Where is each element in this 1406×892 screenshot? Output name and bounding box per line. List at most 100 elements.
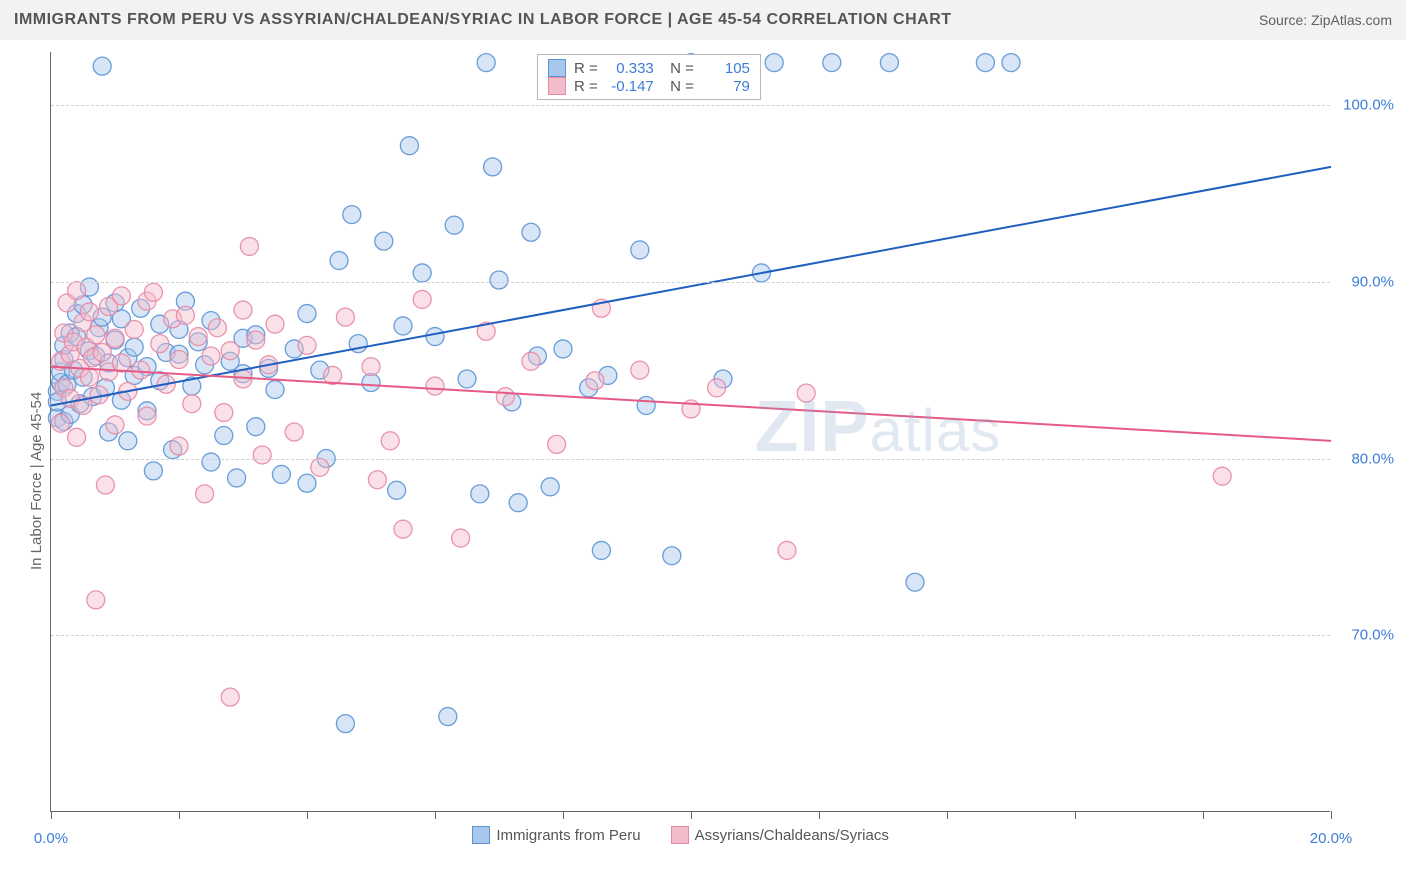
data-point (215, 427, 233, 445)
data-point (266, 315, 284, 333)
data-point (106, 329, 124, 347)
data-point (68, 282, 86, 300)
data-point (823, 54, 841, 72)
legend-item: Immigrants from Peru (472, 826, 640, 844)
data-point (228, 469, 246, 487)
xtick (51, 811, 52, 819)
data-point (298, 305, 316, 323)
data-point (221, 688, 239, 706)
data-point (253, 446, 271, 464)
data-point (375, 232, 393, 250)
legend-bottom: Immigrants from Peru Assyrians/Chaldeans/… (472, 826, 888, 844)
data-point (631, 241, 649, 259)
stats-legend-box: R =0.333 N =105R =-0.147 N =79 (537, 54, 761, 100)
legend-swatch (671, 826, 689, 844)
data-point (80, 368, 98, 386)
data-point (96, 476, 114, 494)
data-point (132, 361, 150, 379)
data-point (362, 358, 380, 376)
data-point (151, 335, 169, 353)
data-point (119, 432, 137, 450)
data-point (765, 54, 783, 72)
data-point (52, 414, 70, 432)
data-point (170, 437, 188, 455)
data-point (125, 320, 143, 338)
data-point (445, 216, 463, 234)
ytick-label: 90.0% (1338, 273, 1394, 290)
legend-swatch (548, 59, 566, 77)
plot-svg (51, 52, 1331, 812)
data-point (631, 361, 649, 379)
data-point (1002, 54, 1020, 72)
legend-swatch (548, 77, 566, 95)
plot-area: ZIPatlas R =0.333 N =105R =-0.147 N =79 … (50, 52, 1330, 812)
data-point (484, 158, 502, 176)
data-point (400, 137, 418, 155)
data-point (272, 465, 290, 483)
data-point (234, 301, 252, 319)
stat-n: 105 (702, 60, 750, 77)
ytick-label: 70.0% (1338, 627, 1394, 644)
data-point (336, 715, 354, 733)
data-point (880, 54, 898, 72)
data-point (592, 541, 610, 559)
data-point (189, 328, 207, 346)
gridline (51, 282, 1330, 283)
data-point (298, 474, 316, 492)
data-point (541, 478, 559, 496)
data-point (522, 352, 540, 370)
data-point (176, 306, 194, 324)
stat-n: 79 (702, 78, 750, 95)
xtick (179, 811, 180, 819)
data-point (413, 290, 431, 308)
regression-line (51, 367, 1331, 441)
ytick-label: 80.0% (1338, 450, 1394, 467)
data-point (1213, 467, 1231, 485)
xtick (819, 811, 820, 819)
data-point (196, 485, 214, 503)
data-point (144, 283, 162, 301)
legend-item: Assyrians/Chaldeans/Syriacs (671, 826, 889, 844)
data-point (330, 252, 348, 270)
data-point (202, 453, 220, 471)
stat-r: -0.147 (606, 78, 654, 95)
data-point (311, 458, 329, 476)
xtick (435, 811, 436, 819)
data-point (202, 347, 220, 365)
gridline (51, 105, 1330, 106)
data-point (394, 317, 412, 335)
data-point (471, 485, 489, 503)
xtick (691, 811, 692, 819)
data-point (381, 432, 399, 450)
data-point (976, 54, 994, 72)
chart-container: IMMIGRANTS FROM PERU VS ASSYRIAN/CHALDEA… (0, 0, 1406, 892)
data-point (439, 708, 457, 726)
source-link[interactable]: ZipAtlas.com (1311, 12, 1392, 28)
data-point (170, 351, 188, 369)
xtick (307, 811, 308, 819)
data-point (548, 435, 566, 453)
data-point (426, 377, 444, 395)
data-point (496, 388, 514, 406)
xtick-label: 0.0% (34, 830, 68, 847)
legend-label: Assyrians/Chaldeans/Syriacs (695, 827, 889, 844)
data-point (637, 396, 655, 414)
regression-line (51, 167, 1331, 406)
xtick (563, 811, 564, 819)
data-point (215, 404, 233, 422)
xtick (1331, 811, 1332, 819)
stats-legend-row: R =0.333 N =105 (548, 59, 750, 77)
xtick (1203, 811, 1204, 819)
data-point (490, 271, 508, 289)
legend-swatch (472, 826, 490, 844)
chart-title: IMMIGRANTS FROM PERU VS ASSYRIAN/CHALDEA… (14, 11, 952, 29)
data-point (797, 384, 815, 402)
data-point (266, 381, 284, 399)
data-point (458, 370, 476, 388)
data-point (93, 343, 111, 361)
data-point (285, 423, 303, 441)
data-point (343, 206, 361, 224)
data-point (221, 342, 239, 360)
data-point (247, 331, 265, 349)
y-axis-title: In Labor Force | Age 45-54 (28, 392, 45, 570)
